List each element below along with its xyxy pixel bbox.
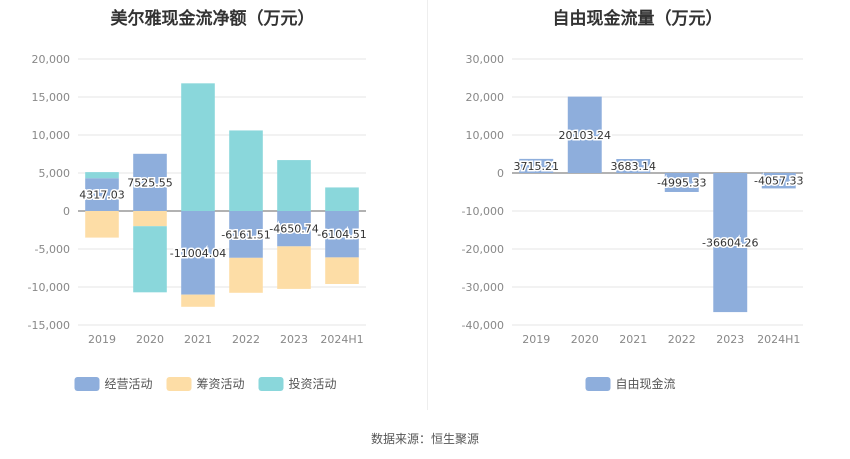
free-cashflow-xtick-label: 2021 <box>619 333 647 346</box>
cashflow-ytick-label: 0 <box>63 205 70 218</box>
cashflow-bar <box>229 257 263 293</box>
cashflow-bar <box>133 211 167 227</box>
free-cashflow-xtick-label: 2020 <box>571 333 599 346</box>
cashflow-legend-label: 投资活动 <box>289 376 337 391</box>
free-cashflow-data-label: 3715.21 <box>514 160 560 173</box>
free-cashflow-data-label: -4995.33 <box>657 176 706 189</box>
free-cashflow-data-label: 20103.24 <box>559 129 612 142</box>
free-cashflow-ytick-label: 0 <box>497 167 504 180</box>
cashflow-xtick-label: 2020 <box>136 333 164 346</box>
free-cashflow-data-label: -36604.26 <box>702 237 758 250</box>
cashflow-bar <box>325 187 359 211</box>
cashflow-legend-swatch <box>166 377 192 391</box>
free-cashflow-data-label: -4057.33 <box>754 175 803 188</box>
cashflow-ytick-label: -10,000 <box>28 281 70 294</box>
cashflow-bar <box>181 294 215 307</box>
free-cashflow-legend-label: 自由现金流 <box>616 376 676 391</box>
free-cashflow-ytick-label: 10,000 <box>466 129 505 142</box>
free-cashflow-bar <box>761 173 796 189</box>
data-source: 数据来源：恒生聚源 <box>370 432 479 446</box>
cashflow-xtick-label: 2023 <box>280 333 308 346</box>
cashflow-data-label: -6161.51 <box>221 228 270 241</box>
cashflow-data-label: -6104.51 <box>317 228 366 241</box>
free-cashflow-bar <box>567 96 602 173</box>
cashflow-ytick-label: 15,000 <box>32 91 71 104</box>
cashflow-ytick-label: -15,000 <box>28 319 70 332</box>
cashflow-xtick-label: 2024H1 <box>320 333 363 346</box>
cashflow-xtick-label: 2022 <box>232 333 260 346</box>
cashflow-bar <box>181 83 215 211</box>
cashflow-legend-swatch <box>74 377 100 391</box>
free-cashflow-xtick-label: 2023 <box>716 333 744 346</box>
cashflow-bar <box>85 172 119 179</box>
free-cashflow-xtick-label: 2024H1 <box>757 333 800 346</box>
cashflow-xtick-label: 2019 <box>88 333 116 346</box>
chart-title-free-cashflow: 自由现金流量（万元） <box>552 9 723 29</box>
cashflow-ytick-label: -5,000 <box>35 243 70 256</box>
free-cashflow-ytick-label: 20,000 <box>466 91 505 104</box>
cashflow-bar <box>277 246 311 289</box>
free-cashflow-ytick-label: 30,000 <box>466 53 505 66</box>
free-cashflow-bar <box>713 173 748 313</box>
cashflow-bar <box>325 257 359 284</box>
free-cashflow-bar <box>664 173 699 192</box>
free-cashflow-bar <box>519 158 554 173</box>
free-cashflow-ytick-label: -30,000 <box>462 281 504 294</box>
cashflow-legend-label: 经营活动 <box>105 377 153 391</box>
panel-divider <box>427 0 428 410</box>
cashflow-bar <box>85 178 119 211</box>
cashflow-bar <box>133 153 167 211</box>
cashflow-legend-swatch <box>258 377 284 391</box>
chart-title-cashflow: 美尔雅现金流净额（万元） <box>110 9 315 29</box>
cashflow-bar <box>325 211 359 258</box>
cashflow-bar <box>181 211 215 295</box>
cashflow-bar <box>133 226 167 293</box>
free-cashflow-xtick-label: 2022 <box>668 333 696 346</box>
cashflow-bar <box>277 160 311 211</box>
free-cashflow-ytick-label: -20,000 <box>462 243 504 256</box>
cashflow-bar <box>229 130 263 211</box>
free-cashflow-legend-swatch <box>585 377 611 391</box>
cashflow-data-label: -11004.04 <box>170 247 226 260</box>
free-cashflow-data-label: 3683.14 <box>611 160 657 173</box>
cashflow-chart: 20,000 15,000 10,000 5,000 0 -5,000 -10,000 -15… <box>28 53 368 391</box>
free-cashflow-bar <box>616 159 651 173</box>
cashflow-data-label: 4317.03 <box>79 189 125 202</box>
cashflow-ytick-label: 20,000 <box>32 53 71 66</box>
cashflow-ytick-label: 10,000 <box>32 129 71 142</box>
cashflow-bar <box>277 211 311 247</box>
cashflow-bar <box>229 211 263 258</box>
cashflow-bar <box>85 211 119 238</box>
cashflow-ytick-label: 5,000 <box>39 167 71 180</box>
cashflow-data-label: 7525.55 <box>127 176 173 189</box>
free-cashflow-ytick-label: -40,000 <box>462 319 504 332</box>
free-cashflow-ytick-label: -10,000 <box>462 205 504 218</box>
cashflow-legend-label: 筹资活动 <box>197 377 245 391</box>
cashflow-data-label: -4650.74 <box>269 223 318 236</box>
free-cashflow-chart: 30,000 20,000 10,000 0 -10,000 -20,000 -30,000… <box>462 53 805 391</box>
free-cashflow-xtick-label: 2019 <box>522 333 550 346</box>
cashflow-xtick-label: 2021 <box>184 333 212 346</box>
